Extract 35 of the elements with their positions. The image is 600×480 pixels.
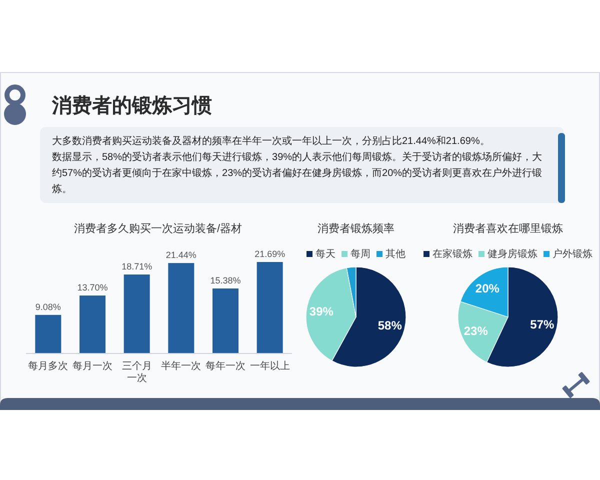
bar [80,296,106,353]
data-label: 21.44% [166,250,196,260]
text: 大多数消费者购买运动装备及器材的频率在半年一次或一年以上一次，分别占比21.44%和21.69%。 [52,135,490,147]
data-label: 13.70% [77,282,108,293]
x-tick-label: 半年一次 [161,360,202,372]
legend-label: 其他 [386,248,406,260]
bar [256,262,283,353]
data-label: 57% [530,318,554,332]
data-label: 39% [309,304,334,319]
x-tick-label: 每年一次 [206,360,246,372]
bar [168,263,194,353]
chart-title: 消费者多久购买一次运动装备/器材 [74,222,242,235]
data-label: 20% [475,282,500,296]
bar [35,314,62,353]
chart-title: 消费者锻炼频率 [318,222,394,235]
legend-label: 户外锻炼 [552,248,592,260]
chart-title: 消费者喜欢在哪里锻炼 [453,222,563,235]
legend-label: 每天 [316,248,336,260]
text: 数据显示，58%的受访者表示他们每天进行锻炼，39%的人表示他们每周锻炼。关于受访者的锻炼场所偏好，大约57%的受访者更倾向于在家中锻炼，23%的受访者偏好在健身房锻炼，而20%的受访者则更喜欢在户外进行锻炼。 [52,151,542,195]
x-tick-label: 三个月一次 [122,360,152,384]
data-label: 18.71% [122,262,152,272]
data-label: 9.08% [35,302,61,312]
data-label: 58% [378,318,402,333]
x-tick-label: 每月一次 [72,360,112,372]
legend-label: 健身房锻炼 [488,248,538,260]
data-label: 21.69% [254,249,286,259]
bar [212,288,238,353]
text: 消费者的锻炼习惯 [51,95,212,117]
x-tick-label: 一年以上 [250,360,290,372]
legend-label: 每周 [350,248,370,260]
data-label: 23% [464,324,488,338]
data-label: 15.38% [210,275,241,286]
legend-label: 在家锻炼 [432,248,472,260]
x-tick-label: 每月多次 [28,360,68,372]
bar [124,274,150,353]
